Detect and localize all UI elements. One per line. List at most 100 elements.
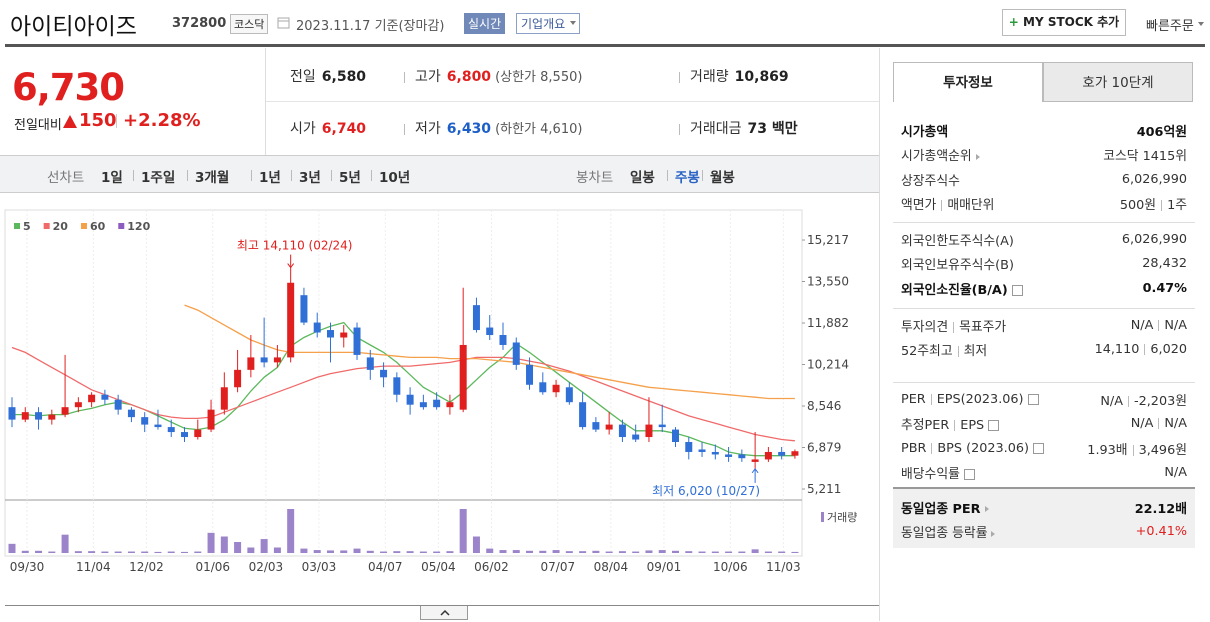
help-icon[interactable]: [1032, 442, 1044, 454]
help-icon[interactable]: [1027, 393, 1039, 405]
info-label: 저가: [415, 121, 441, 137]
help-icon[interactable]: [1011, 284, 1023, 296]
row-value: 28,432: [1142, 256, 1187, 271]
candle-body: [672, 429, 679, 443]
candle-body: [21, 412, 29, 420]
caret: [570, 21, 577, 25]
info-sub: (하한가 4,610): [495, 122, 583, 137]
legend-swatch: [43, 223, 50, 229]
volume-bar: [446, 551, 454, 553]
volume-bar: [260, 539, 268, 553]
candle-body: [472, 305, 480, 331]
toolbar-item[interactable]: 1일: [101, 170, 123, 186]
label-part: 액면가: [901, 198, 937, 214]
toolbar-item[interactable]: 월봉: [710, 170, 735, 186]
quick-order[interactable]: 빠른주문: [1146, 19, 1194, 34]
label-part: 동일업종 PER: [901, 501, 981, 517]
change: 150: [79, 110, 117, 131]
separator: [954, 420, 956, 432]
volume-bar: [167, 551, 175, 553]
info-label: 고가: [415, 69, 441, 85]
label-part: EPS(2023.06): [936, 391, 1024, 407]
info-row: 동일업종 등락률 +0.41%: [901, 520, 1187, 545]
overview-label: 기업개요: [521, 17, 566, 31]
value-part: 406억원: [1136, 124, 1187, 140]
candle-body: [393, 377, 401, 395]
legend-swatch: [118, 223, 125, 229]
x-tick-label: 03/03: [302, 560, 337, 574]
y-tick-label: 8,546: [807, 399, 841, 413]
candle-body: [313, 322, 321, 333]
volume-bar: [658, 550, 666, 553]
info-cell: 전일 6,580: [290, 66, 366, 86]
row-label: 액면가 매매단위: [901, 194, 994, 213]
row-label: 외국인소진율(B/A): [901, 279, 1023, 298]
volume-bar: [287, 509, 295, 553]
volume-bar: [499, 550, 507, 553]
x-tick-label: 01/06: [195, 560, 230, 574]
toolbar-item[interactable]: 주봉: [675, 170, 700, 186]
toolbar-item[interactable]: 10년: [379, 170, 411, 186]
label-part: 외국인한도주식수(A): [901, 233, 1014, 249]
volume-legend: 거래량: [827, 511, 857, 524]
info-value: 10,869: [734, 69, 789, 85]
candle-body: [207, 409, 215, 430]
separator: [116, 114, 117, 128]
toolbar-item[interactable]: 5년: [339, 170, 361, 186]
info-row: 외국인보유주식수(B) 28,432: [901, 252, 1187, 277]
volume-bar: [48, 551, 56, 553]
help-icon[interactable]: [963, 469, 975, 481]
ma-line: [184, 304, 795, 400]
candle-body: [552, 384, 560, 393]
value-part: +0.41%: [1135, 524, 1187, 540]
collapse-button[interactable]: [420, 606, 468, 620]
info-cell: 거래량 10,869: [679, 66, 789, 86]
volume-bar: [565, 551, 573, 553]
info-value: 6,580: [321, 69, 367, 85]
tab[interactable]: 투자정보: [893, 62, 1043, 102]
separator: [251, 170, 252, 181]
candle-body: [419, 402, 427, 408]
candle-body: [114, 399, 122, 410]
row-value: N/A: [1164, 465, 1187, 480]
volume-bar: [194, 551, 202, 553]
info-row: 배당수익률 N/A: [901, 461, 1187, 486]
separator: [1132, 444, 1134, 456]
toolbar-item[interactable]: 1년: [259, 170, 281, 186]
row-label: PER EPS(2023.06): [901, 392, 1039, 407]
y-tick-label: 11,882: [807, 316, 849, 330]
volume-bar: [419, 551, 427, 553]
separator: [1158, 418, 1160, 430]
value-part: 0.47%: [1142, 280, 1187, 296]
candle-body: [141, 417, 149, 425]
volume-bar: [207, 532, 215, 553]
help-icon[interactable]: [988, 420, 1000, 432]
x-tick-label: 04/07: [368, 560, 403, 574]
row-label: 투자의견 목표주가: [901, 316, 1006, 335]
volume-bar: [764, 551, 772, 553]
candle-body: [88, 394, 96, 403]
mystock-button[interactable]: + MY STOCK 추가: [1002, 9, 1126, 36]
volume-bar: [234, 542, 242, 553]
candle-body: [167, 427, 175, 433]
candle-body: [751, 459, 759, 462]
info-row: 상장주식수 6,026,990: [901, 167, 1187, 192]
x-tick-label: 11/03: [766, 560, 801, 574]
realtime-button[interactable]: 실시간: [464, 13, 506, 34]
toolbar-item[interactable]: 3년: [299, 170, 321, 186]
toolbar-item[interactable]: 1주일: [141, 170, 176, 186]
label-part: 외국인보유주식수(B): [901, 258, 1014, 274]
volume-bar: [247, 547, 255, 553]
candle-body: [194, 429, 202, 438]
separator: [930, 393, 932, 405]
candle-body: [300, 295, 308, 323]
toolbar-item[interactable]: 3개월: [195, 170, 230, 186]
toolbar-item[interactable]: 일봉: [630, 170, 655, 186]
y-tick-label: 10,214: [807, 358, 849, 372]
overview-button[interactable]: 기업개요: [516, 13, 581, 34]
value-part: 1.93배: [1087, 442, 1128, 458]
market-badge: 코스닥: [230, 14, 269, 34]
tab[interactable]: 호가 10단계: [1043, 62, 1193, 102]
row-label: 동일업종 PER: [901, 498, 989, 517]
more-icon: [984, 506, 989, 513]
